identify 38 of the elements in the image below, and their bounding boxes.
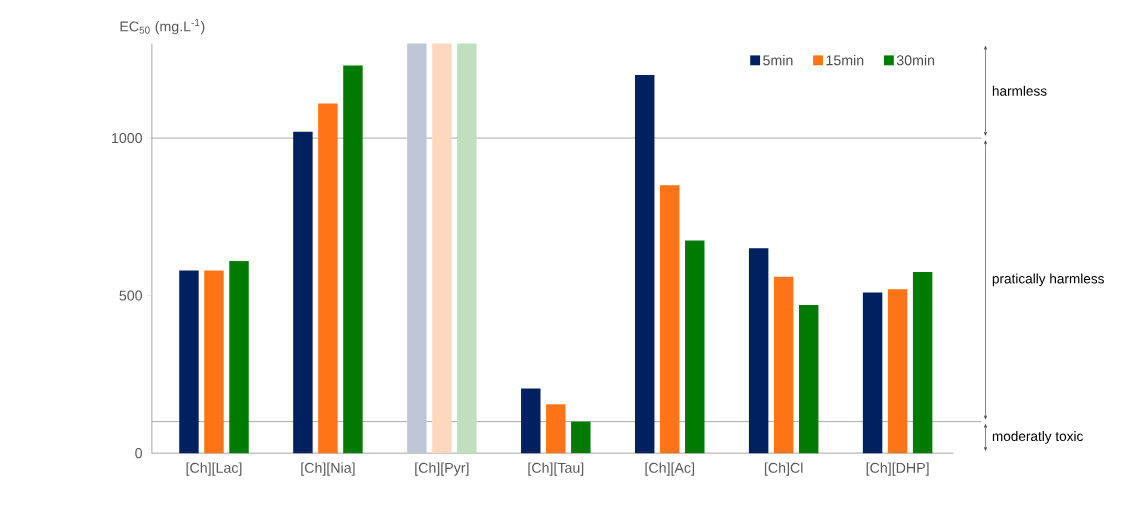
legend-label: 15min [826, 54, 864, 66]
x-tick-label: [Ch][Lac] [186, 462, 242, 476]
bar [432, 43, 452, 453]
y-axis-title: EC$_{50}$ (mg.L$^{-1}$) [120, 18, 205, 35]
bar [204, 270, 224, 453]
x-tick-label: [Ch]Cl [764, 462, 803, 476]
bar [179, 270, 199, 453]
bar [912, 271, 933, 453]
bar [318, 103, 338, 453]
y-tick-label: 1000 [112, 132, 143, 143]
bar [293, 131, 313, 453]
x-tick-label: [Ch][Tau] [528, 462, 584, 476]
bar [773, 276, 794, 453]
x-tick-label: [Ch][Nia] [301, 462, 355, 476]
bar [521, 388, 541, 453]
bar [229, 260, 249, 453]
text: pratically harmless [992, 273, 1104, 286]
bar [685, 240, 705, 453]
bar [343, 65, 363, 453]
x-tick-label: [Ch][Pyr] [415, 462, 469, 476]
bar [887, 289, 908, 453]
x-tick-label: [Ch][DHP] [866, 462, 929, 476]
bar [407, 43, 427, 453]
bar [660, 185, 680, 453]
bar [457, 43, 477, 453]
legend-label: 30min [896, 54, 935, 66]
y-tick-label: 500 [119, 290, 143, 301]
bar [798, 304, 819, 453]
x-tick-label: [Ch][Ac] [645, 462, 694, 476]
legend-label: 5min [763, 54, 793, 66]
bar [748, 248, 769, 453]
bar [571, 421, 591, 453]
bar [546, 404, 566, 453]
bar [634, 74, 655, 453]
bar [862, 292, 883, 453]
y-tick-label: 0 [135, 447, 143, 458]
text: moderatly toxic [992, 430, 1083, 444]
text: harmless [992, 85, 1047, 96]
